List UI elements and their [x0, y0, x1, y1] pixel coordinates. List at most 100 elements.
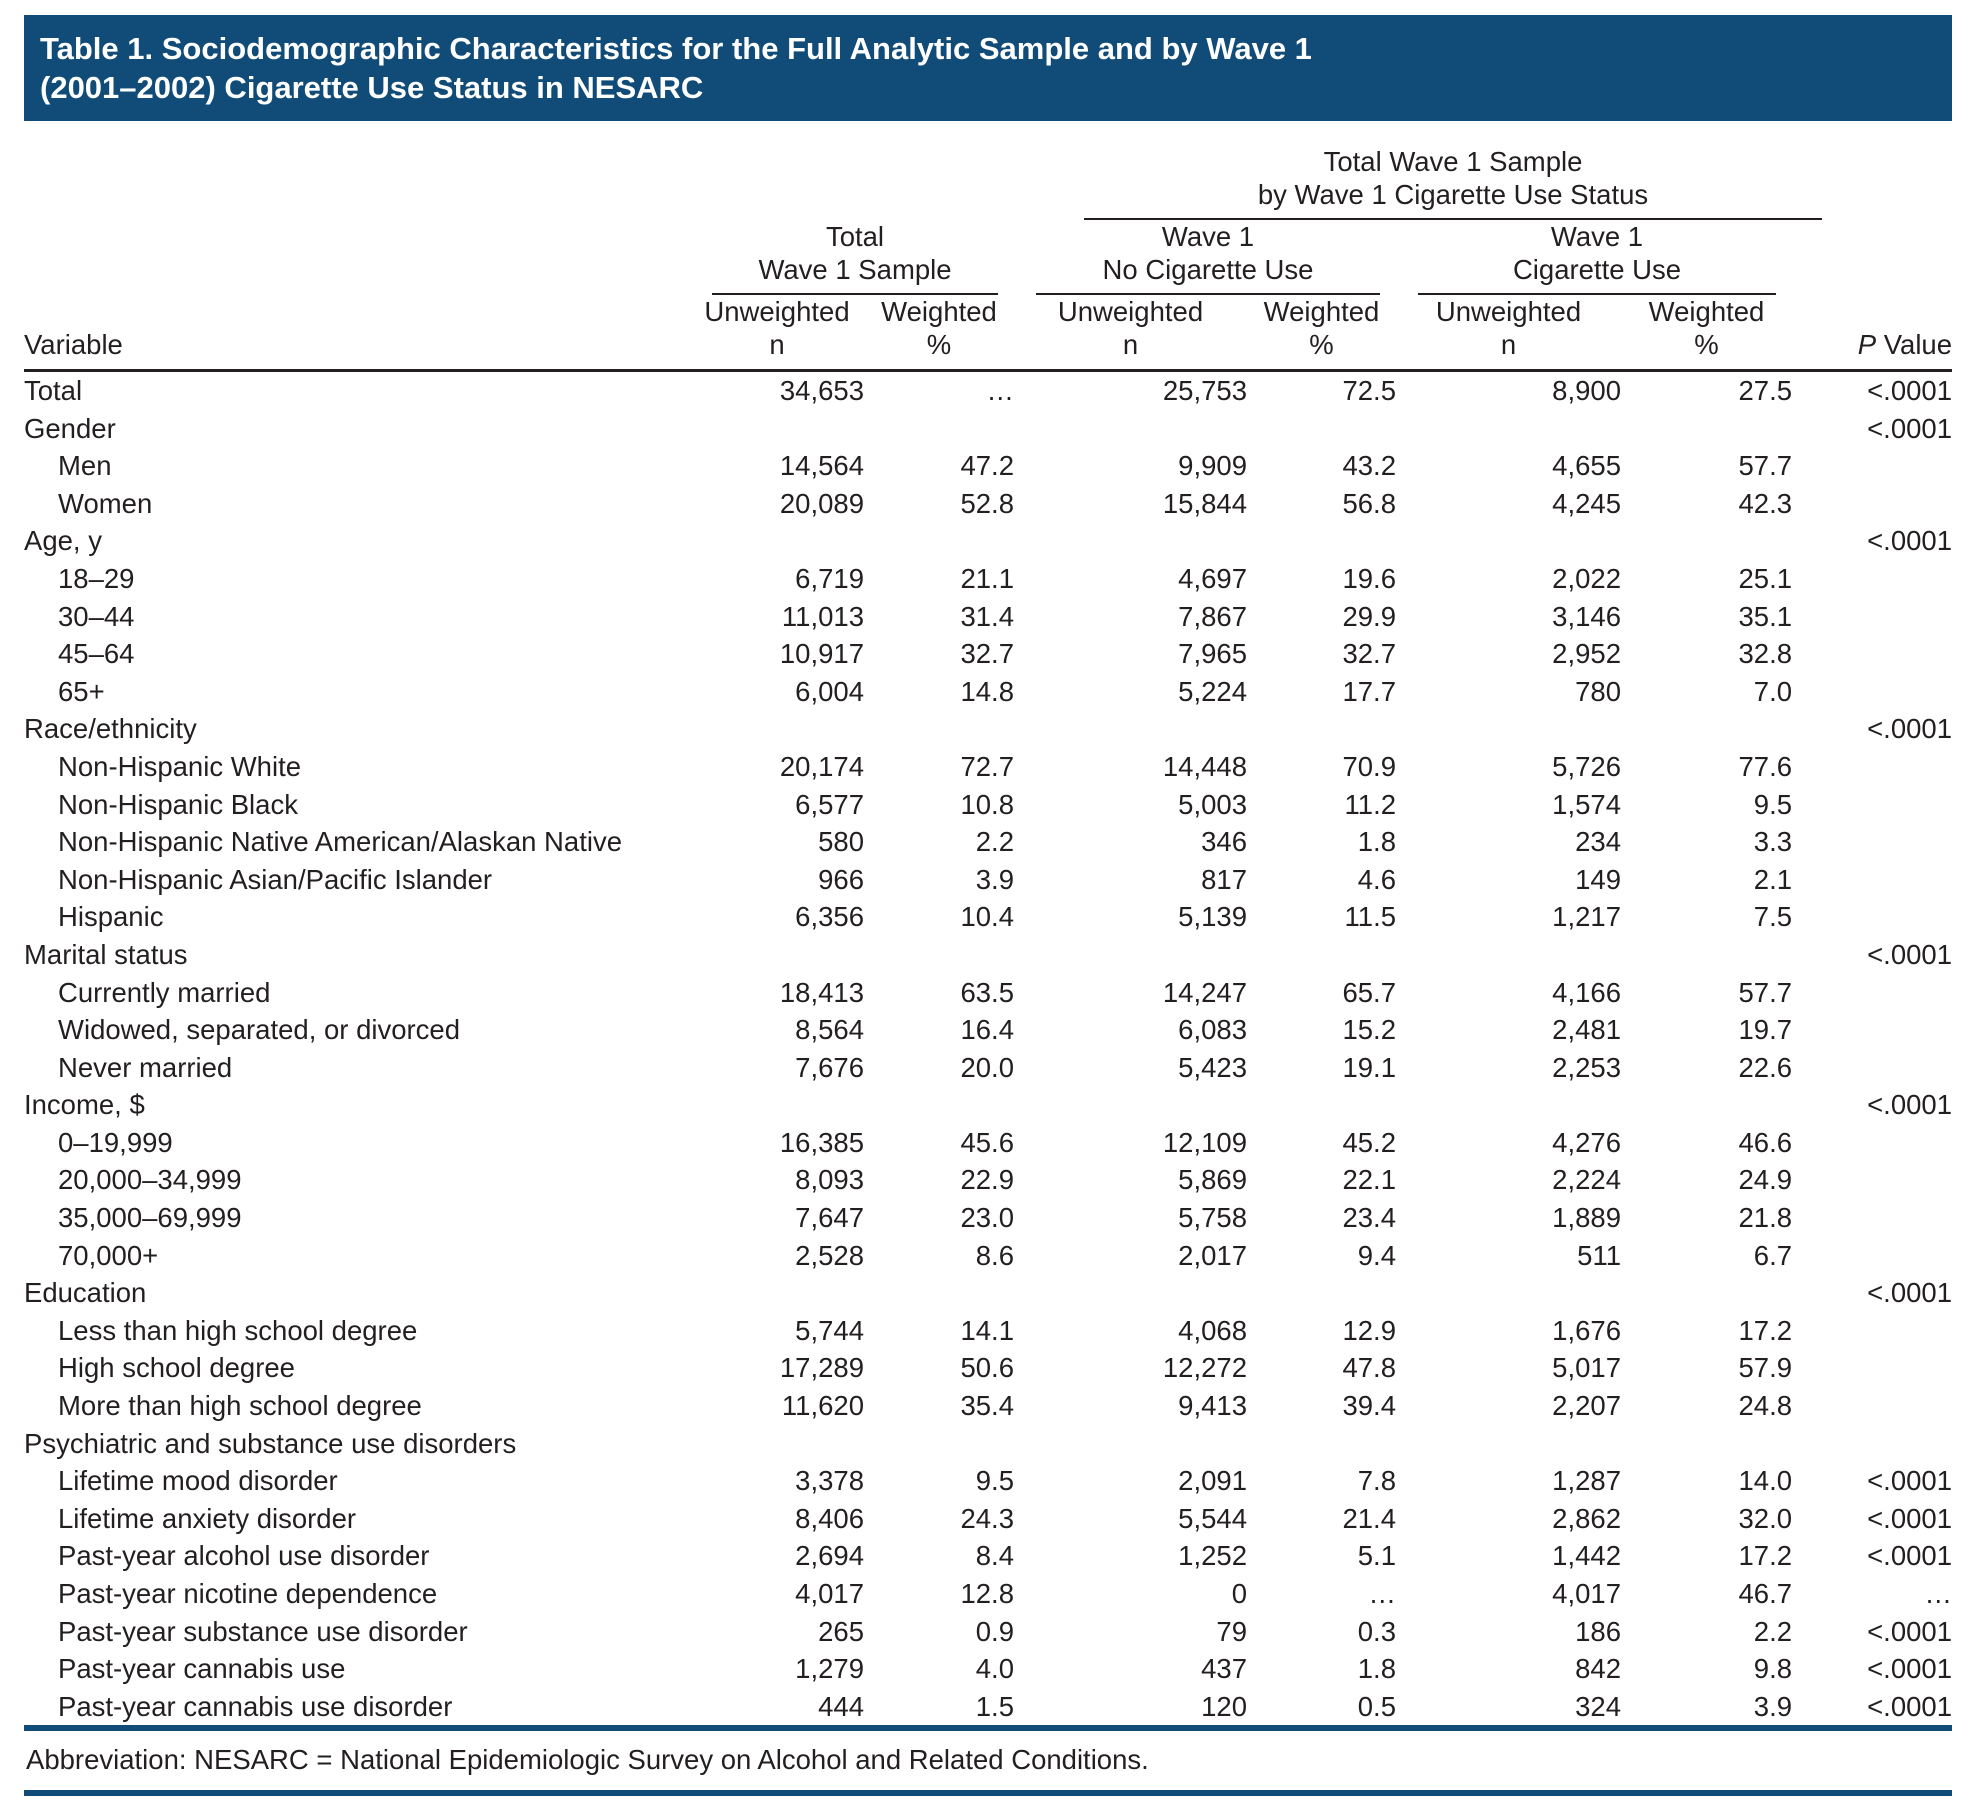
table-row: Income, $ <.0001 — [24, 1086, 1952, 1124]
value-cell — [1247, 1086, 1396, 1124]
row-label: Past-year alcohol use disorder — [58, 1540, 430, 1572]
table-row: 18–29 6,719 21.1 4,697 19.6 2,022 25.1 — [24, 560, 1952, 598]
row-label: 70,000+ — [58, 1239, 159, 1271]
value-cell: 2.1 — [1753, 863, 1793, 895]
value-cell — [1396, 710, 1621, 748]
value-cell: 24.9 — [1738, 1164, 1793, 1196]
value-cell: 15,844 — [1162, 487, 1247, 519]
value-cell — [1621, 1086, 1792, 1124]
value-cell: 4,655 — [1552, 450, 1621, 482]
data-table: Total Wave 1 Sample by Wave 1 Cigarette … — [24, 145, 1953, 1725]
value-cell: 2.2 — [1753, 1615, 1793, 1647]
value-cell: … — [1368, 1578, 1397, 1609]
column-header-weighted-pct: Weighted % — [1247, 295, 1396, 372]
value-cell: 20,089 — [779, 487, 864, 519]
value-cell: 2,253 — [1552, 1051, 1621, 1083]
value-cell — [864, 410, 1014, 448]
value-cell: 46.7 — [1738, 1578, 1793, 1609]
value-cell: 265 — [818, 1615, 864, 1647]
value-cell: 444 — [818, 1690, 864, 1722]
value-cell: 0.5 — [1357, 1690, 1396, 1722]
value-cell: 2,091 — [1178, 1465, 1247, 1497]
value-cell: 1,287 — [1552, 1465, 1621, 1497]
row-label: 30–44 — [58, 600, 135, 632]
value-cell: 4,166 — [1552, 976, 1621, 1008]
row-label: Hispanic — [58, 901, 164, 933]
p-value-cell — [1792, 974, 1952, 1012]
value-cell: 7.5 — [1753, 901, 1793, 933]
table-row: 65+ 6,004 14.8 5,224 17.7 780 7.0 — [24, 673, 1952, 711]
value-cell: 5,758 — [1178, 1202, 1247, 1234]
value-cell — [1014, 1274, 1247, 1312]
value-cell: 23.4 — [1342, 1202, 1396, 1234]
table-row: Currently married 18,413 63.5 14,247 65.7 4,1… — [24, 974, 1952, 1012]
table-row: Age, y <.0001 — [24, 522, 1952, 560]
value-cell — [1014, 1425, 1247, 1463]
value-cell: 346 — [1201, 826, 1247, 858]
value-cell: 1,889 — [1552, 1202, 1621, 1234]
value-cell: 14,247 — [1162, 976, 1247, 1008]
group-header-cigarette-use: Wave 1 Cigarette Use — [1396, 220, 1792, 295]
row-label: Age, y — [24, 525, 102, 557]
value-cell: 5,224 — [1178, 675, 1247, 707]
p-value-cell: <.0001 — [1867, 1277, 1953, 1309]
p-value-cell — [1792, 898, 1952, 936]
p-value-cell — [1792, 1237, 1952, 1275]
p-value-cell: <.0001 — [1867, 1540, 1953, 1572]
value-cell: 4.0 — [975, 1653, 1014, 1685]
p-value-cell — [1792, 1425, 1952, 1463]
p-value-cell — [1792, 1312, 1952, 1350]
value-cell: 8,093 — [795, 1164, 864, 1196]
table-row: Total 34,653 … 25,753 72.5 8,900 27.5 <.0001 — [24, 371, 1952, 410]
row-label: Never married — [58, 1051, 233, 1083]
spacer-cell — [24, 145, 690, 220]
value-cell: 5,869 — [1178, 1164, 1247, 1196]
value-cell: 45.2 — [1342, 1126, 1396, 1158]
value-cell: 5,744 — [795, 1314, 864, 1346]
table-row: Lifetime mood disorder 3,378 9.5 2,091 7.8 1,… — [24, 1462, 1952, 1500]
value-cell: 0.3 — [1357, 1615, 1396, 1647]
value-cell — [1621, 1425, 1792, 1463]
value-cell: 47.2 — [960, 450, 1014, 482]
value-cell: 18,413 — [779, 976, 864, 1008]
value-cell: 20.0 — [960, 1051, 1014, 1083]
p-value-cell — [1792, 447, 1952, 485]
value-cell: 14.8 — [960, 675, 1014, 707]
value-cell: 2,022 — [1552, 562, 1621, 594]
p-value-cell — [1792, 823, 1952, 861]
value-cell: 6,004 — [795, 675, 864, 707]
value-cell: 32.7 — [960, 638, 1014, 670]
value-cell: 4,068 — [1178, 1314, 1247, 1346]
row-label: 0–19,999 — [58, 1126, 173, 1158]
value-cell: 72.5 — [1342, 375, 1396, 406]
value-cell: 6,719 — [795, 562, 864, 594]
value-cell: 966 — [818, 863, 864, 895]
row-label: Past-year cannabis use — [58, 1653, 346, 1685]
table-row: Men 14,564 47.2 9,909 43.2 4,655 57.7 — [24, 447, 1952, 485]
column-header-variable: Variable — [24, 295, 690, 372]
column-header-weighted-pct: Weighted % — [864, 295, 1014, 372]
value-cell: 50.6 — [960, 1352, 1014, 1384]
row-label: Past-year cannabis use disorder — [58, 1690, 453, 1722]
value-cell: 7,676 — [795, 1051, 864, 1083]
value-cell: 35.4 — [960, 1390, 1014, 1422]
value-cell — [1247, 936, 1396, 974]
p-value-cell — [1792, 861, 1952, 899]
value-cell: 5,423 — [1178, 1051, 1247, 1083]
value-cell: 24.3 — [960, 1502, 1014, 1534]
value-cell — [1396, 1086, 1621, 1124]
value-cell — [1621, 936, 1792, 974]
value-cell: 2,862 — [1552, 1502, 1621, 1534]
value-cell: 9.4 — [1357, 1239, 1396, 1271]
row-label: Psychiatric and substance use disorders — [24, 1427, 517, 1459]
value-cell: 16,385 — [779, 1126, 864, 1158]
value-cell: 10.8 — [960, 788, 1014, 820]
column-header-weighted-pct: Weighted % — [1621, 295, 1793, 372]
group-header-total-sample: Total Wave 1 Sample — [690, 220, 1014, 295]
value-cell — [1014, 710, 1247, 748]
table-row: Lifetime anxiety disorder 8,406 24.3 5,544 2… — [24, 1500, 1952, 1538]
value-cell: 1,217 — [1552, 901, 1621, 933]
value-cell: 5.1 — [1357, 1540, 1396, 1572]
value-cell: 4,017 — [1552, 1578, 1621, 1609]
value-cell: 120 — [1201, 1690, 1247, 1722]
